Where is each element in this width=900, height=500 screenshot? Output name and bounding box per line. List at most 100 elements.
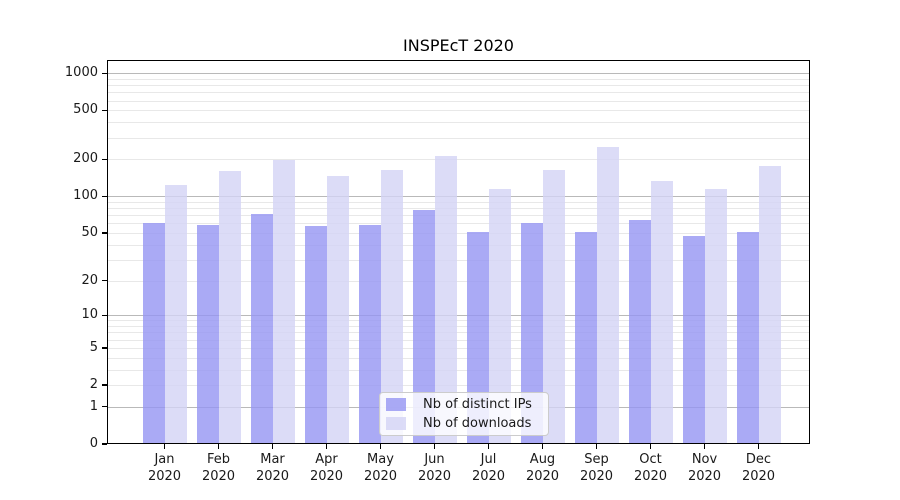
bar-distinct-ips-nov (682, 236, 705, 444)
y-tick (102, 406, 107, 408)
x-tick (217, 444, 220, 449)
y-tick-label: 2 (89, 377, 98, 393)
bar-downloads-jun (434, 155, 457, 444)
chart-title: INSPEcT 2020 (403, 36, 514, 55)
legend-entry-distinct-ips: Nb of distinct IPs (386, 397, 540, 413)
y-tick-label: 10 (81, 307, 98, 323)
y-tick (102, 158, 107, 161)
y-gridline-minor (107, 85, 810, 87)
y-gridline-minor (107, 110, 810, 112)
bar-downloads-aug (542, 169, 565, 444)
x-tick (433, 444, 436, 449)
y-tick-label: 20 (81, 272, 98, 288)
y-tick-label: 5 (89, 339, 98, 355)
bar-distinct-ips-jul (466, 231, 489, 444)
legend-swatch-distinct-ips (386, 398, 406, 412)
y-gridline-minor (107, 159, 810, 161)
bar-distinct-ips-jun (412, 209, 435, 444)
y-tick-label: 0 (89, 436, 98, 451)
x-tick-label: Nov 2020 (687, 452, 722, 484)
legend: Nb of distinct IPs Nb of downloads (379, 392, 549, 436)
y-gridline-minor (107, 357, 810, 359)
y-gridline-minor (107, 280, 810, 282)
y-tick-label: 100 (73, 188, 98, 204)
x-tick-label: Sep 2020 (579, 452, 614, 484)
bar-distinct-ips-may (358, 225, 381, 444)
y-gridline-minor (107, 137, 810, 139)
y-gridline-major (107, 73, 810, 75)
x-tick (379, 444, 382, 449)
y-tick (102, 384, 107, 386)
y-gridline-major (107, 196, 810, 198)
y-gridline-minor (107, 92, 810, 94)
y-gridline-minor (107, 259, 810, 261)
x-tick (541, 444, 544, 449)
y-tick (102, 279, 107, 282)
bar-distinct-ips-jan (142, 223, 165, 444)
y-gridline-minor (107, 244, 810, 246)
x-tick (757, 444, 760, 449)
y-gridline-minor (107, 100, 810, 102)
bar-distinct-ips-mar (250, 214, 273, 444)
bar-distinct-ips-sep (574, 231, 597, 444)
legend-entry-downloads: Nb of downloads (386, 416, 540, 432)
bar-downloads-sep (596, 147, 619, 444)
y-gridline-minor (107, 326, 810, 328)
y-tick-label: 500 (73, 102, 98, 118)
bar-downloads-mar (272, 160, 295, 444)
x-tick-label: Dec 2020 (741, 452, 776, 484)
x-tick-label: Oct 2020 (633, 452, 668, 484)
y-tick-label: 1000 (64, 65, 98, 81)
bar-downloads-may (380, 169, 403, 444)
x-tick (271, 444, 274, 449)
bar-downloads-nov (704, 189, 727, 444)
bar-downloads-jan (164, 184, 187, 444)
y-tick (102, 347, 107, 349)
x-tick-label: Jun 2020 (417, 452, 452, 484)
x-tick-label: Jul 2020 (471, 452, 506, 484)
x-tick (703, 444, 706, 449)
x-tick (595, 444, 598, 449)
x-tick (649, 444, 652, 449)
plot-area: Nb of distinct IPs Nb of downloads (107, 60, 810, 444)
bar-downloads-oct (650, 180, 673, 444)
y-gridline-minor (107, 215, 810, 217)
bar-distinct-ips-apr (304, 226, 327, 444)
y-gridline-minor (107, 369, 810, 371)
legend-swatch-downloads (386, 416, 406, 430)
y-tick (102, 109, 107, 112)
x-tick (487, 444, 490, 449)
x-tick (325, 444, 328, 449)
y-gridline-minor (107, 332, 810, 334)
y-gridline-minor (107, 385, 810, 387)
y-tick-label: 50 (81, 224, 98, 240)
bar-downloads-apr (326, 175, 349, 444)
y-tick-label: 1 (89, 398, 98, 414)
y-tick (102, 232, 107, 234)
y-gridline-minor (107, 208, 810, 210)
y-tick (102, 314, 107, 316)
bar-downloads-dec (758, 165, 781, 444)
x-tick (163, 444, 166, 449)
x-tick-label: Feb 2020 (201, 452, 236, 484)
y-gridline-minor (107, 320, 810, 322)
bar-downloads-feb (218, 171, 241, 444)
bar-distinct-ips-aug (520, 222, 543, 444)
x-tick-label: May 2020 (363, 452, 398, 484)
y-gridline-minor (107, 339, 810, 341)
y-gridline-minor (107, 78, 810, 80)
y-gridline-minor (107, 201, 810, 203)
x-tick-label: Jan 2020 (147, 452, 182, 484)
y-tick (102, 72, 107, 74)
bar-distinct-ips-oct (628, 219, 651, 444)
y-tick-label: 200 (73, 151, 98, 167)
y-tick (102, 443, 107, 445)
y-gridline-minor (107, 122, 810, 124)
bar-distinct-ips-feb (196, 225, 219, 444)
x-tick-label: Apr 2020 (309, 452, 344, 484)
y-gridline-minor (107, 347, 810, 349)
bar-downloads-jul (488, 188, 511, 444)
bar-distinct-ips-dec (736, 231, 759, 444)
y-gridline-major (107, 315, 810, 317)
